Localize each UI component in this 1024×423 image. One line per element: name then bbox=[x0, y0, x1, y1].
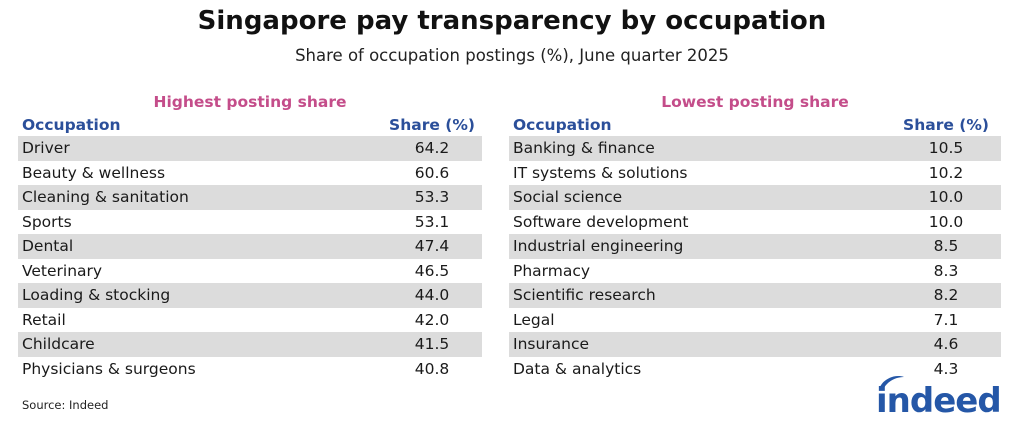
cell-occupation: Scientific research bbox=[513, 286, 656, 304]
cell-occupation: Beauty & wellness bbox=[22, 163, 166, 182]
cell-occupation: Pharmacy bbox=[513, 261, 591, 280]
table-rows-lowest: Banking & finance 10.5 IT systems & soluti… bbox=[509, 136, 1001, 381]
cell-share: 8.3 bbox=[933, 261, 959, 280]
table-row: Data & analytics 4.3 bbox=[509, 357, 1001, 382]
table-row: Insurance 4.6 bbox=[509, 332, 1001, 357]
cell-occupation: Insurance bbox=[513, 335, 590, 353]
cell-share: 10.0 bbox=[928, 188, 964, 206]
cell-share: 8.2 bbox=[933, 286, 959, 304]
cell-share: 47.4 bbox=[414, 237, 450, 255]
indeed-logo: indeed bbox=[876, 376, 1002, 419]
table-row: Beauty & wellness 60.6 bbox=[18, 161, 482, 186]
cell-share: 53.3 bbox=[414, 188, 450, 206]
cell-share: 42.0 bbox=[414, 310, 450, 329]
table-row: Social science 10.0 bbox=[509, 185, 1001, 210]
cell-occupation: Childcare bbox=[22, 335, 95, 353]
table-row: IT systems & solutions 10.2 bbox=[509, 161, 1001, 186]
table-heading-highest: Highest posting share bbox=[153, 93, 347, 111]
table-row: Pharmacy 8.3 bbox=[509, 259, 1001, 284]
table-row: Legal 7.1 bbox=[509, 308, 1001, 333]
cell-share: 4.6 bbox=[933, 335, 959, 353]
cell-occupation: Sports bbox=[22, 212, 72, 231]
table-row: Physicians & surgeons 40.8 bbox=[18, 357, 482, 382]
column-header-row: Occupation Share (%) bbox=[18, 114, 482, 136]
table-highest: Highest posting share Occupation Share (… bbox=[18, 90, 482, 381]
table-row: Veterinary 46.5 bbox=[18, 259, 482, 284]
cell-occupation: Retail bbox=[22, 310, 66, 329]
logo-swoosh bbox=[880, 376, 904, 388]
cell-occupation: Cleaning & sanitation bbox=[22, 188, 189, 206]
cell-occupation: Data & analytics bbox=[513, 359, 642, 378]
table-row: Banking & finance 10.5 bbox=[509, 136, 1001, 161]
cell-share: 10.0 bbox=[928, 212, 964, 231]
cell-occupation: Driver bbox=[22, 139, 70, 157]
cell-occupation: Industrial engineering bbox=[513, 237, 684, 255]
cell-share: 64.2 bbox=[414, 139, 450, 157]
table-row: Sports 53.1 bbox=[18, 210, 482, 235]
column-header-occupation: Occupation bbox=[513, 116, 612, 134]
cell-share: 53.1 bbox=[414, 212, 450, 231]
table-row: Scientific research 8.2 bbox=[509, 283, 1001, 308]
cell-share: 10.2 bbox=[928, 163, 964, 182]
cell-share: 44.0 bbox=[414, 286, 450, 304]
table-row: Software development 10.0 bbox=[509, 210, 1001, 235]
table-heading-lowest: Lowest posting share bbox=[661, 93, 849, 111]
column-header-occupation: Occupation bbox=[22, 116, 121, 134]
chart-subtitle: Share of occupation postings (%), June q… bbox=[295, 46, 729, 65]
table-lowest: Lowest posting share Occupation Share (%… bbox=[509, 90, 1001, 381]
column-header-row: Occupation Share (%) bbox=[509, 114, 1001, 136]
cell-share: 8.5 bbox=[933, 237, 959, 255]
cell-occupation: Veterinary bbox=[22, 261, 103, 280]
cell-share: 40.8 bbox=[414, 359, 450, 378]
table-row: Loading & stocking 44.0 bbox=[18, 283, 482, 308]
table-row: Industrial engineering 8.5 bbox=[509, 234, 1001, 259]
table-row: Childcare 41.5 bbox=[18, 332, 482, 357]
cell-occupation: Legal bbox=[513, 310, 555, 329]
cell-occupation: Physicians & surgeons bbox=[22, 359, 196, 378]
table-row: Dental 47.4 bbox=[18, 234, 482, 259]
cell-share: 46.5 bbox=[414, 261, 450, 280]
cell-share: 60.6 bbox=[414, 163, 450, 182]
cell-share: 41.5 bbox=[414, 335, 450, 353]
cell-share: 10.5 bbox=[928, 139, 964, 157]
source-note: Source: Indeed bbox=[22, 398, 109, 412]
logo-wordmark: indeed bbox=[876, 381, 1001, 419]
cell-occupation: Loading & stocking bbox=[22, 286, 171, 304]
cell-occupation: Software development bbox=[513, 212, 689, 231]
table-row: Driver 64.2 bbox=[18, 136, 482, 161]
table-row: Retail 42.0 bbox=[18, 308, 482, 333]
column-header-share: Share (%) bbox=[389, 116, 475, 134]
chart-title: Singapore pay transparency by occupation bbox=[197, 6, 827, 36]
table-row: Cleaning & sanitation 53.3 bbox=[18, 185, 482, 210]
cell-share: 7.1 bbox=[933, 310, 959, 329]
cell-share: 4.3 bbox=[933, 359, 959, 378]
cell-occupation: Banking & finance bbox=[513, 139, 655, 157]
cell-occupation: Dental bbox=[22, 237, 74, 255]
column-header-share: Share (%) bbox=[903, 116, 989, 134]
cell-occupation: Social science bbox=[513, 188, 623, 206]
table-rows-highest: Driver 64.2 Beauty & wellness 60.6 Cleaning … bbox=[18, 136, 482, 381]
cell-occupation: IT systems & solutions bbox=[513, 163, 688, 182]
